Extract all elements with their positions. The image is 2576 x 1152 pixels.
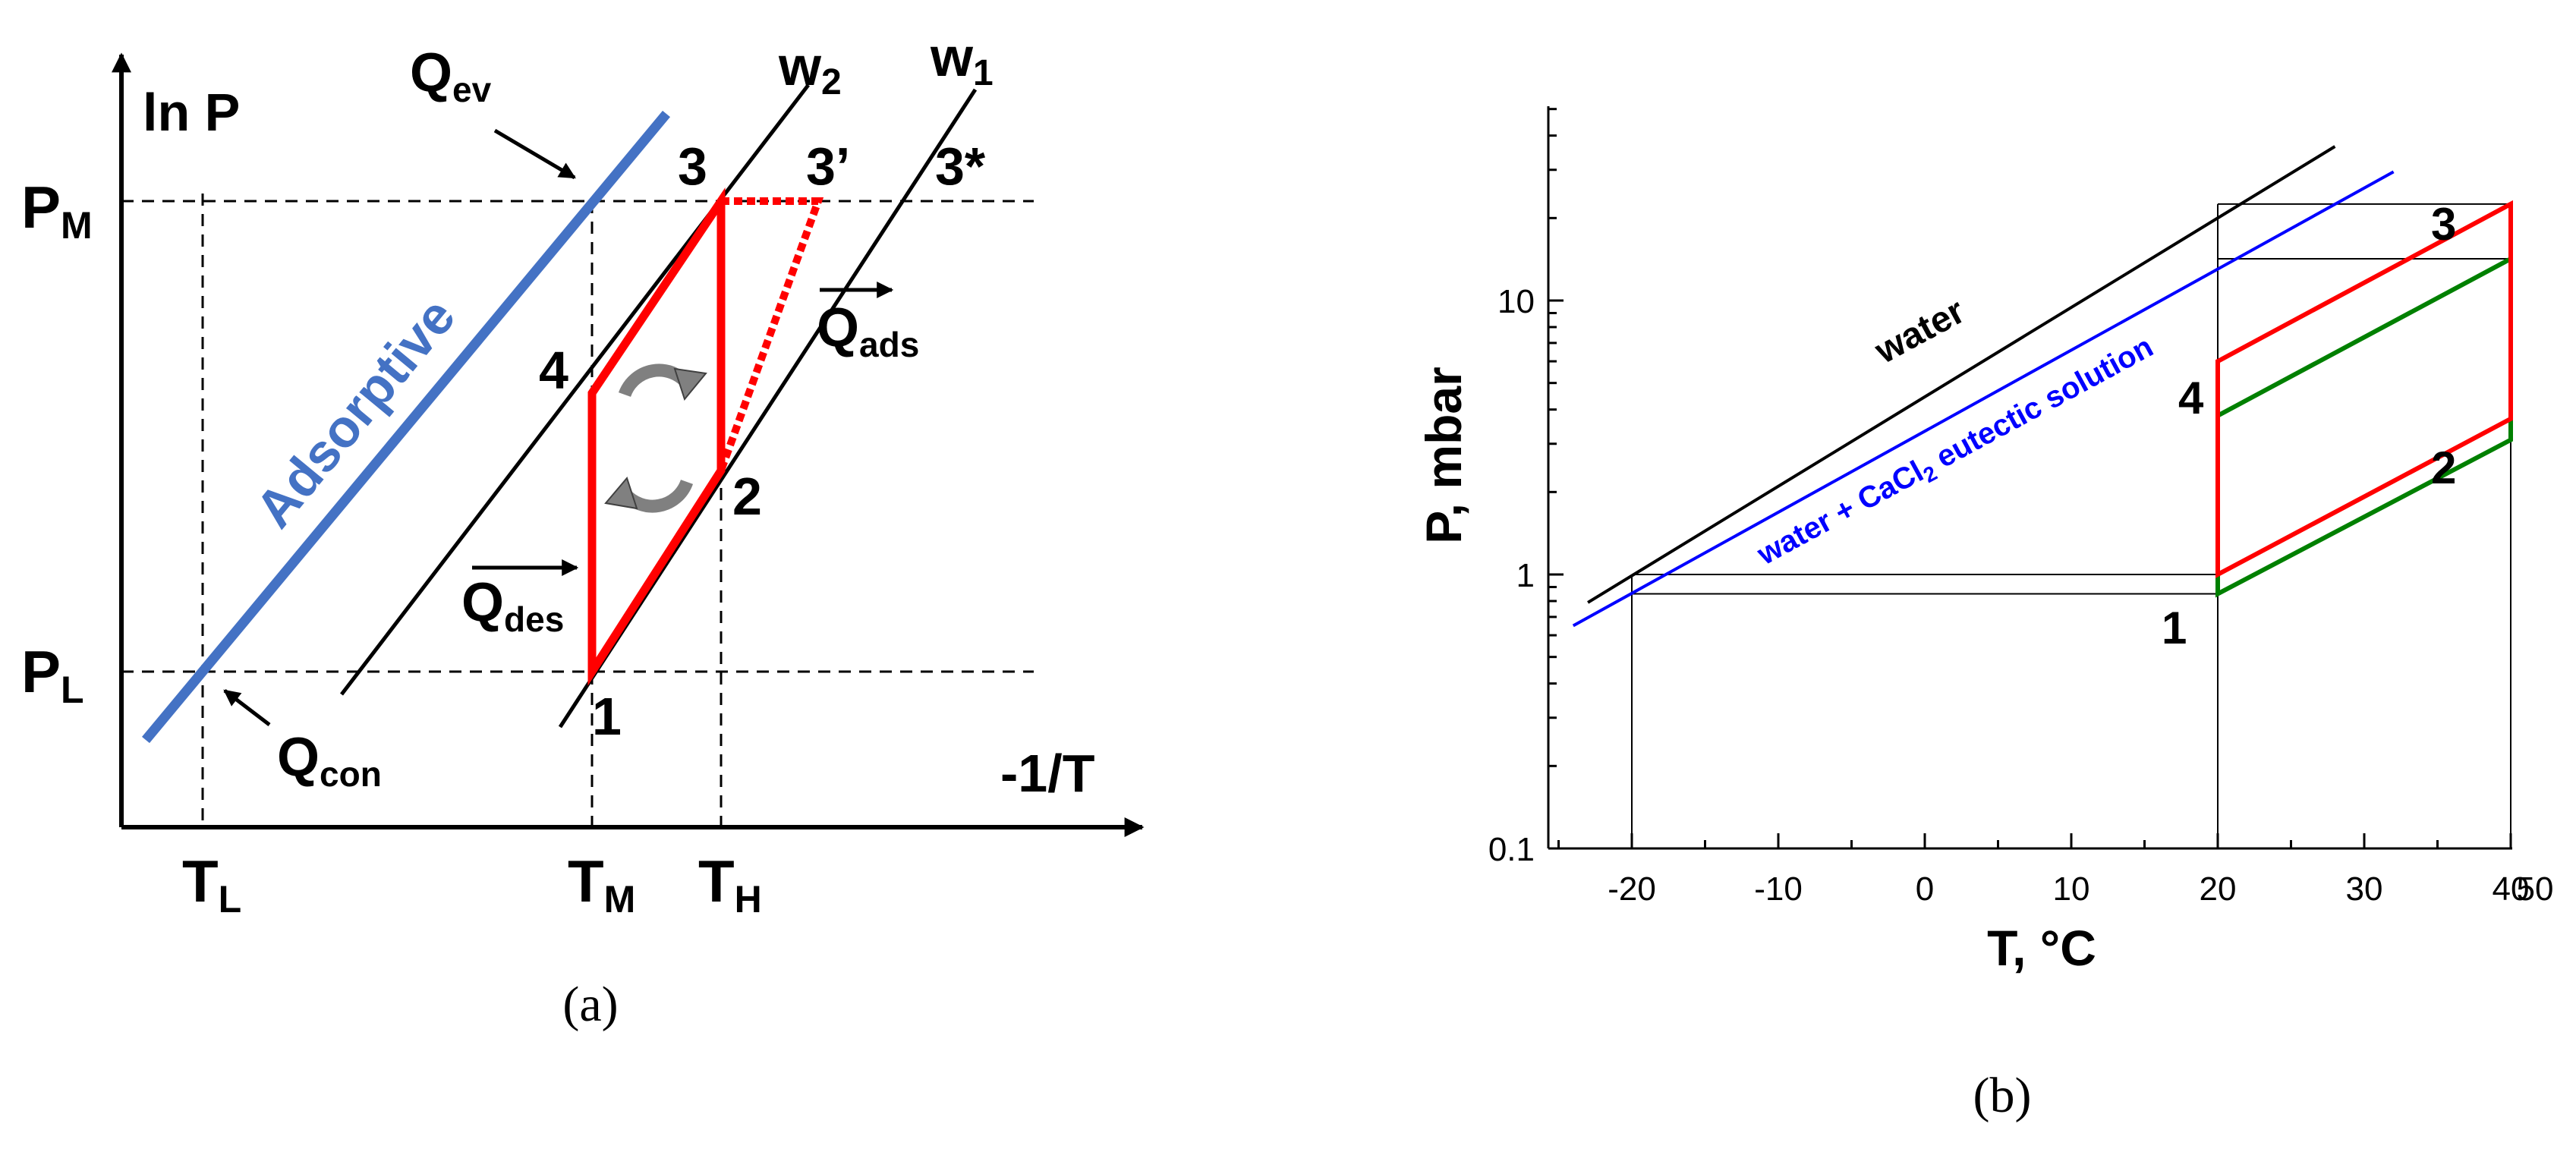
panel-a: ln P -1/T PM PL TL TM TH Adsorptive w2 w…: [21, 27, 1145, 1032]
b-point-4: 4: [2178, 373, 2204, 423]
b-xtick: 10: [2053, 870, 2090, 908]
water-series-line: [1587, 145, 2336, 604]
b-xtick: 20: [2200, 870, 2237, 908]
rotation-arrow-upper-head-icon: [673, 367, 707, 401]
b-guides: [1631, 203, 2511, 848]
a-level-th: TH: [698, 848, 762, 921]
b-xtick: -20: [1608, 870, 1656, 908]
rotation-arrow-lower-head-icon: [604, 476, 638, 510]
b-ytick: 1: [1516, 557, 1535, 594]
panel-b: -20 -10 0 10 20 30 40 50 0.1 1 10 T, °C …: [1416, 106, 2554, 1123]
b-point-3: 3: [2431, 199, 2456, 250]
b-xtick: -10: [1754, 870, 1803, 908]
water-label: water: [1868, 291, 1971, 372]
b-ytick: 0.1: [1488, 831, 1535, 868]
b-ytick: 10: [1497, 283, 1535, 320]
a-point-3prime: 3’: [806, 137, 850, 196]
w1-label: w1: [930, 27, 994, 93]
b-point-2: 2: [2431, 442, 2456, 493]
a-level-tl: TL: [182, 848, 241, 921]
caption-b: (b): [1973, 1068, 2032, 1123]
b-ylabel: P, mbar: [1416, 367, 1472, 544]
a-level-pm: PM: [21, 174, 93, 247]
a-cycle-extension: [717, 197, 824, 472]
qads-label: Qads: [817, 297, 919, 364]
w2-line: [340, 83, 810, 696]
green-cycle: [2215, 255, 2513, 598]
b-ticks: [1548, 108, 2512, 850]
a-point-2: 2: [732, 467, 762, 526]
qcon-arrow-icon: [223, 689, 271, 726]
cacl2-label: water + CaCl2 eutectic solution: [1751, 330, 2160, 575]
a-level-pl: PL: [21, 638, 84, 711]
a-cycle-polygon: [587, 187, 726, 686]
qcon-label: Qcon: [277, 727, 382, 794]
a-ylabel: ln P: [143, 83, 240, 142]
cacl2-series-line: [1572, 170, 2395, 628]
adsorptive-label: Adsorptive: [244, 287, 466, 538]
b-xtick: 30: [2346, 870, 2383, 908]
a-point-1: 1: [592, 687, 622, 746]
a-level-tm: TM: [568, 848, 635, 921]
b-point-1: 1: [2162, 603, 2187, 653]
b-xlabel: T, °C: [1987, 920, 2096, 976]
qev-label: Qev: [410, 42, 492, 109]
adsorptive-line: [142, 110, 670, 744]
w2-label: w2: [778, 36, 842, 102]
a-point-3star: 3*: [935, 137, 986, 196]
b-xtick: 0: [1916, 870, 1934, 908]
b-xtick: 50: [2517, 870, 2554, 908]
qdes-label: Qdes: [461, 572, 564, 639]
caption-a: (a): [562, 977, 618, 1032]
red-cycle: [2215, 200, 2513, 578]
b-xtick: 40: [2493, 870, 2530, 908]
a-xlabel: -1/T: [1000, 744, 1094, 803]
qev-arrow-icon: [493, 128, 576, 180]
a-point-3: 3: [678, 137, 707, 196]
a-point-4: 4: [539, 341, 568, 400]
